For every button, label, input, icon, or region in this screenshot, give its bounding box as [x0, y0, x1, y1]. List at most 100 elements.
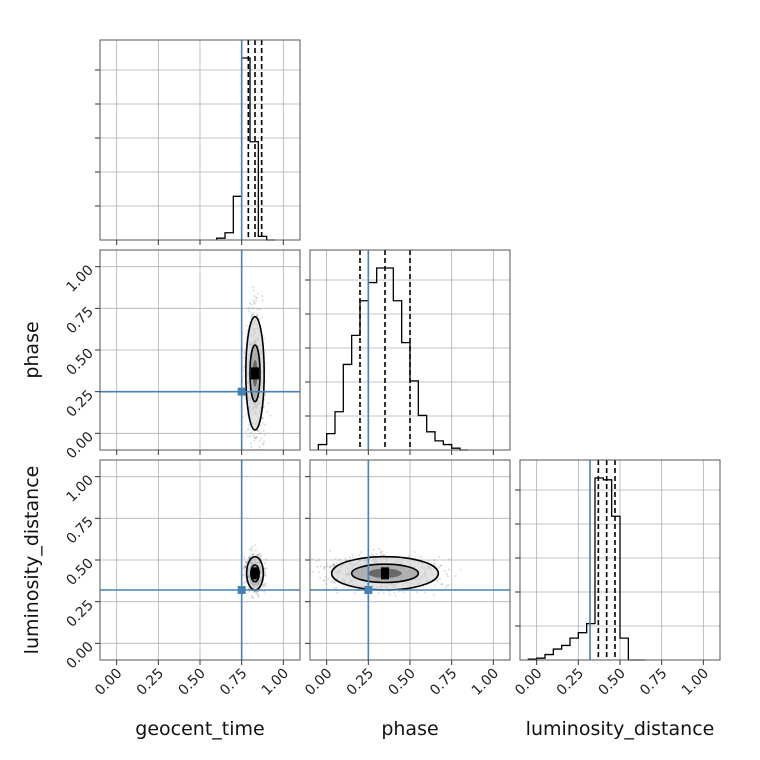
x-tick-label: 1.00 [679, 666, 712, 699]
x-axis-label-geocent-time: geocent_time [135, 718, 264, 740]
x-tick-label: 0.75 [637, 666, 670, 699]
y-tick-label: 1.00 [63, 262, 96, 295]
sample-point [261, 421, 264, 425]
density-peak [251, 567, 259, 580]
sample-point [447, 583, 450, 587]
sample-point [335, 586, 338, 590]
sample-point [432, 593, 436, 596]
x-axis-label-phase: phase [381, 718, 438, 740]
sample-point [264, 573, 267, 576]
sample-point [243, 581, 247, 584]
sample-point [323, 567, 326, 571]
sample-point [250, 595, 254, 598]
sample-point [241, 415, 245, 418]
x-tick-label: 0.00 [92, 666, 125, 699]
y-tick-label: 0.00 [63, 639, 96, 672]
sample-point [328, 566, 332, 569]
sample-point [266, 410, 269, 413]
sample-point [251, 312, 255, 315]
histogram-luminosity_distance [527, 477, 645, 661]
sample-point [246, 428, 250, 432]
sample-point [242, 567, 245, 570]
sample-point [328, 550, 332, 553]
sample-point [333, 564, 336, 567]
sample-point [382, 554, 385, 557]
sample-point [256, 307, 259, 311]
sample-point [248, 301, 252, 305]
sample-point [257, 553, 261, 556]
sample-point [332, 563, 335, 566]
sample-point [254, 591, 257, 594]
x-tick-label: 0.50 [595, 666, 628, 699]
sample-point [258, 432, 261, 435]
sample-point [445, 572, 448, 576]
sample-point [335, 591, 339, 594]
sample-point [242, 573, 245, 576]
sample-point [433, 584, 436, 587]
contour-line [249, 344, 261, 403]
sample-point [407, 555, 410, 558]
sample-point [245, 560, 248, 564]
sample-point [328, 565, 331, 568]
sample-point [262, 440, 266, 443]
density-peak [251, 367, 259, 380]
y-tick-label: 0.75 [63, 304, 96, 337]
sample-point [329, 565, 332, 568]
sample-point [440, 564, 443, 567]
sample-point [243, 565, 246, 568]
sample-point [243, 356, 246, 359]
sample-point [257, 553, 260, 556]
sample-point [327, 577, 330, 581]
sample-point [260, 294, 263, 298]
panel-plot-area [240, 286, 272, 450]
sample-point [326, 565, 329, 568]
x-tick-label: 0.75 [427, 666, 460, 699]
sample-point [379, 551, 382, 554]
histogram-phase [317, 267, 469, 451]
sample-point [438, 555, 441, 559]
sample-point [329, 580, 333, 583]
sample-point [250, 431, 253, 434]
sample-point [244, 561, 248, 564]
sample-point [263, 567, 267, 570]
sample-point [252, 590, 256, 593]
sample-point [267, 401, 270, 404]
sample-point [246, 329, 249, 332]
sample-point [243, 568, 246, 571]
sample-point [260, 437, 263, 440]
x-tick-label: 0.00 [302, 666, 335, 699]
y-tick-label: 0.25 [63, 387, 96, 420]
sample-point [259, 424, 262, 427]
sample-point [254, 549, 257, 552]
sample-point [351, 554, 354, 557]
sample-point [358, 553, 361, 557]
sample-point [379, 552, 383, 555]
sample-point [447, 568, 450, 571]
sample-point [255, 299, 258, 303]
sample-point [243, 351, 246, 354]
sample-point [243, 573, 247, 576]
sample-point [263, 434, 266, 437]
sample-point [259, 555, 262, 558]
sample-point [378, 547, 381, 551]
panel-hist-phase [305, 249, 511, 455]
sample-point [325, 562, 328, 565]
sample-point [394, 594, 397, 598]
sample-point [261, 416, 264, 420]
sample-point [413, 551, 416, 554]
sample-point [264, 584, 267, 588]
sample-point [251, 596, 254, 599]
sample-point [304, 561, 306, 563]
y-tick-label: 0.50 [63, 346, 96, 379]
sample-point [253, 437, 256, 440]
sample-point [388, 590, 391, 593]
sample-point [380, 550, 384, 553]
sample-point [261, 442, 264, 445]
y-tick-label: 0.00 [63, 429, 96, 462]
x-tick-label: 0.50 [385, 666, 418, 699]
sample-point [348, 556, 352, 559]
sample-point [253, 439, 256, 442]
sample-point [323, 566, 326, 569]
x-tick-label: 0.25 [344, 666, 377, 699]
